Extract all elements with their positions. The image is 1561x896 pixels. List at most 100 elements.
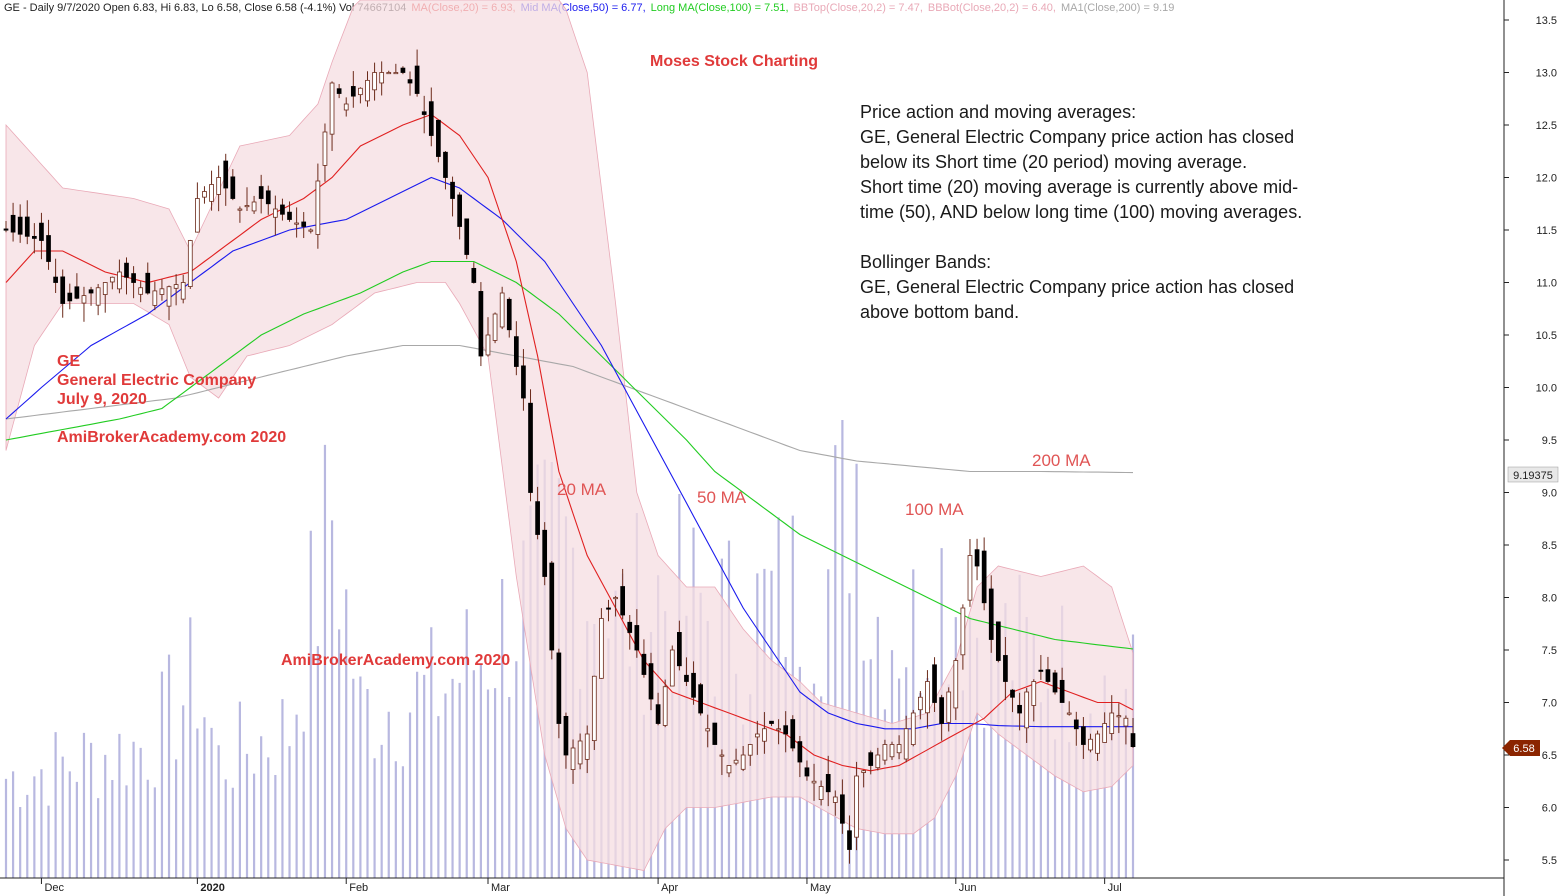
candle — [762, 712, 767, 754]
candle — [1123, 715, 1129, 745]
header-bbbot: BBBot(Close,20,2) = 6.40, — [928, 2, 1056, 14]
candle — [166, 285, 172, 321]
candle — [521, 349, 526, 411]
candle — [669, 645, 675, 687]
candle — [733, 748, 739, 766]
candle — [145, 262, 151, 295]
candle — [1088, 733, 1093, 753]
candle — [117, 259, 122, 294]
candle — [818, 780, 824, 806]
site-label-bottom: AmiBrokerAcademy.com 2020 — [281, 652, 510, 669]
candle — [109, 276, 115, 290]
ma20-label: 20 MA — [557, 480, 607, 499]
x-tick-label: Jul — [1108, 882, 1122, 894]
candle — [24, 200, 30, 245]
candle — [854, 761, 859, 851]
annotations: Moses Stock Charting GE General Electric… — [57, 53, 1302, 669]
header-ma200: MA1(Close,200) = 9.19 — [1061, 2, 1174, 14]
candle — [563, 712, 569, 769]
analysis-note-line: GE, General Electric Company price actio… — [860, 127, 1294, 147]
candle — [1045, 656, 1051, 684]
candle — [932, 657, 937, 712]
candle — [32, 223, 37, 254]
candle — [53, 258, 58, 293]
candle — [237, 206, 243, 223]
analysis-note-line: time (50), AND below long time (100) mov… — [860, 202, 1302, 222]
y-tick-label: 9.5 — [1542, 435, 1557, 447]
candle — [620, 568, 626, 620]
candle — [882, 739, 888, 765]
ma50-label: 50 MA — [697, 488, 747, 507]
candle — [159, 279, 165, 301]
candle — [95, 283, 101, 316]
candle — [209, 170, 214, 211]
ma100-line — [5, 260, 1134, 650]
candle — [436, 119, 441, 163]
ma200-label: 200 MA — [1032, 451, 1091, 470]
candle — [577, 733, 583, 770]
candle — [400, 66, 406, 75]
candle — [847, 815, 852, 864]
candle — [868, 750, 874, 775]
candle — [1081, 717, 1086, 759]
candle — [655, 692, 661, 726]
candle — [365, 71, 370, 107]
candle — [102, 282, 108, 313]
candle — [960, 604, 966, 670]
close-value-tag: 6.58 — [1502, 740, 1540, 756]
candle — [173, 274, 179, 306]
candle — [499, 286, 505, 330]
x-tick-label: Dec — [44, 882, 64, 894]
candle — [797, 736, 803, 778]
candle — [1059, 667, 1065, 703]
candle — [265, 185, 271, 215]
candle — [457, 192, 462, 240]
candle — [138, 281, 144, 303]
ticker-label: GE — [57, 353, 80, 370]
candle — [613, 595, 618, 617]
candle — [740, 746, 746, 772]
analysis-note: Price action and moving averages: GE, Gen… — [860, 102, 1302, 322]
moving-averages — [5, 113, 1134, 772]
chart-header: GE - Daily 9/7/2020 Open 6.83, Hi 6.83, … — [4, 2, 1174, 14]
candle — [726, 765, 732, 778]
candle — [677, 620, 682, 671]
analysis-note-line: below its Short time (20 period) moving … — [860, 152, 1247, 172]
x-tick-label: Apr — [661, 882, 678, 894]
candle — [244, 187, 250, 211]
candle — [861, 769, 867, 788]
candle — [280, 198, 285, 221]
y-tick-label: 10.5 — [1536, 330, 1557, 342]
y-tick-label: 8.0 — [1542, 593, 1557, 605]
candle — [1024, 687, 1030, 743]
ma20-line — [5, 113, 1134, 772]
candle — [804, 760, 810, 781]
candle — [783, 711, 789, 753]
candle — [627, 614, 633, 650]
svg-text:9.19375: 9.19375 — [1513, 470, 1553, 482]
ma50-line — [5, 176, 1133, 730]
y-tick-label: 7.0 — [1542, 698, 1557, 710]
x-tick-label: Jun — [959, 882, 977, 894]
x-tick-label: May — [810, 882, 831, 894]
candle — [407, 71, 413, 96]
y-tick-label: 5.5 — [1542, 855, 1557, 867]
y-tick-label: 11.0 — [1536, 278, 1557, 290]
candle — [272, 195, 278, 236]
candle — [421, 95, 427, 134]
candle — [903, 715, 909, 763]
candle — [230, 169, 236, 201]
candle — [684, 657, 689, 687]
candle — [988, 575, 994, 653]
candle — [10, 202, 16, 242]
candle — [825, 755, 831, 807]
candle — [88, 286, 94, 306]
candle — [896, 735, 902, 760]
candle — [584, 725, 590, 774]
candle — [910, 709, 916, 747]
candle — [1066, 701, 1072, 716]
candle — [350, 71, 356, 108]
candle — [301, 212, 307, 239]
candle — [648, 652, 654, 711]
y-tick-label: 6.0 — [1542, 803, 1557, 815]
